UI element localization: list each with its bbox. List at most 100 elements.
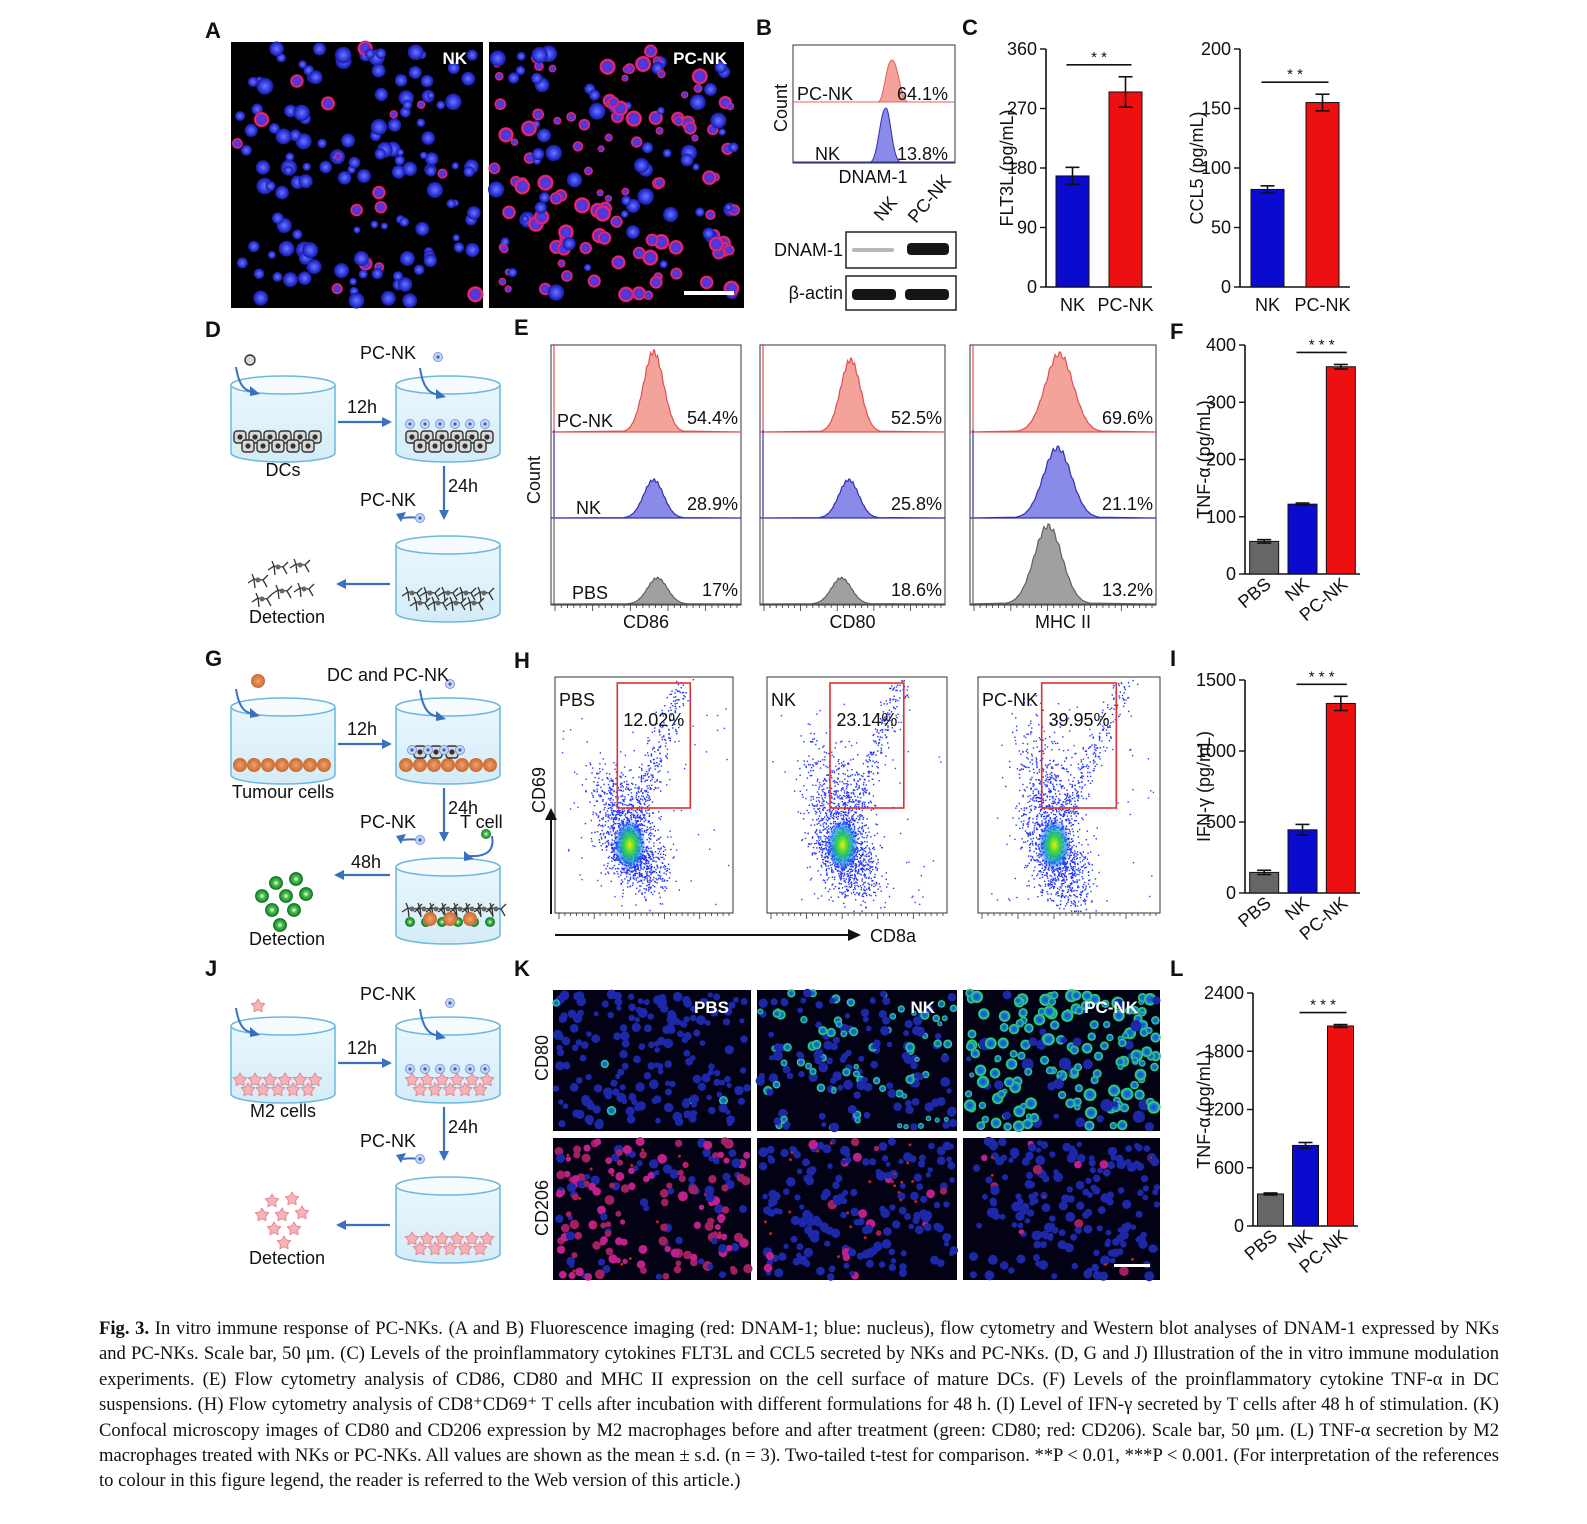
event (668, 729, 670, 731)
event (873, 860, 875, 863)
event (601, 817, 603, 820)
event (1050, 812, 1052, 814)
event (914, 901, 916, 904)
event (641, 812, 643, 814)
event (605, 821, 607, 823)
event (860, 854, 862, 857)
event (621, 802, 624, 805)
event (868, 780, 870, 782)
event (662, 845, 664, 847)
event (606, 840, 608, 843)
event (864, 892, 866, 894)
event (850, 796, 852, 798)
event (653, 747, 655, 749)
event (1049, 773, 1051, 775)
cell (604, 194, 613, 203)
event (835, 793, 837, 796)
event (609, 867, 611, 869)
event (853, 813, 855, 816)
event (824, 864, 827, 866)
cell (350, 203, 364, 217)
event (660, 853, 662, 855)
cell (691, 68, 708, 85)
event (615, 816, 617, 818)
event (824, 844, 827, 847)
event (1072, 879, 1074, 882)
event (885, 715, 887, 717)
event (1044, 748, 1046, 750)
event (608, 790, 610, 792)
event (872, 740, 875, 742)
event (1045, 771, 1047, 773)
cell (356, 168, 371, 183)
event (616, 809, 619, 812)
event (1035, 797, 1037, 800)
event (885, 872, 887, 874)
event (1064, 866, 1067, 869)
event (885, 755, 887, 757)
event (1019, 789, 1021, 792)
event (1059, 886, 1061, 888)
event (1082, 900, 1084, 902)
event (863, 824, 866, 827)
event (1079, 861, 1082, 863)
event (940, 761, 942, 763)
event (1079, 871, 1081, 873)
flow-pct-pc-nk: 64.1% (897, 84, 948, 104)
event (852, 823, 854, 825)
event (665, 713, 667, 715)
event (831, 754, 833, 757)
event (605, 803, 607, 806)
cell (702, 227, 715, 240)
event (654, 727, 656, 729)
event (859, 885, 862, 887)
event (1037, 838, 1039, 840)
event (831, 871, 833, 874)
event (609, 827, 611, 830)
event (669, 693, 671, 696)
cell (587, 274, 601, 288)
cell (536, 128, 551, 143)
event (879, 844, 882, 847)
cell (461, 71, 475, 86)
event (835, 812, 837, 814)
schematic-step2-label: 24h (448, 476, 478, 496)
event (1035, 740, 1037, 742)
event (864, 850, 867, 853)
event (660, 760, 662, 762)
event (1038, 853, 1040, 855)
event (1082, 885, 1084, 888)
event (847, 784, 849, 786)
event (833, 821, 835, 823)
event (1034, 794, 1036, 797)
event (844, 885, 846, 888)
event (842, 772, 844, 775)
event (562, 730, 565, 732)
event (617, 787, 619, 789)
event (649, 832, 651, 835)
event (844, 802, 847, 804)
cell (633, 157, 650, 174)
event (833, 816, 835, 818)
event (838, 870, 840, 872)
event (863, 788, 866, 790)
event (654, 830, 657, 832)
event (833, 790, 836, 793)
event (1012, 731, 1014, 734)
event (630, 803, 632, 806)
event (1061, 869, 1063, 872)
cell (562, 237, 576, 251)
event (716, 714, 719, 717)
event (822, 825, 825, 828)
event (1038, 797, 1041, 799)
event (862, 868, 865, 870)
event (640, 875, 643, 877)
event (610, 809, 613, 811)
panel-letter-d: D (205, 317, 221, 342)
event (690, 880, 692, 882)
event (646, 742, 649, 745)
event (851, 818, 853, 821)
event (825, 812, 827, 814)
